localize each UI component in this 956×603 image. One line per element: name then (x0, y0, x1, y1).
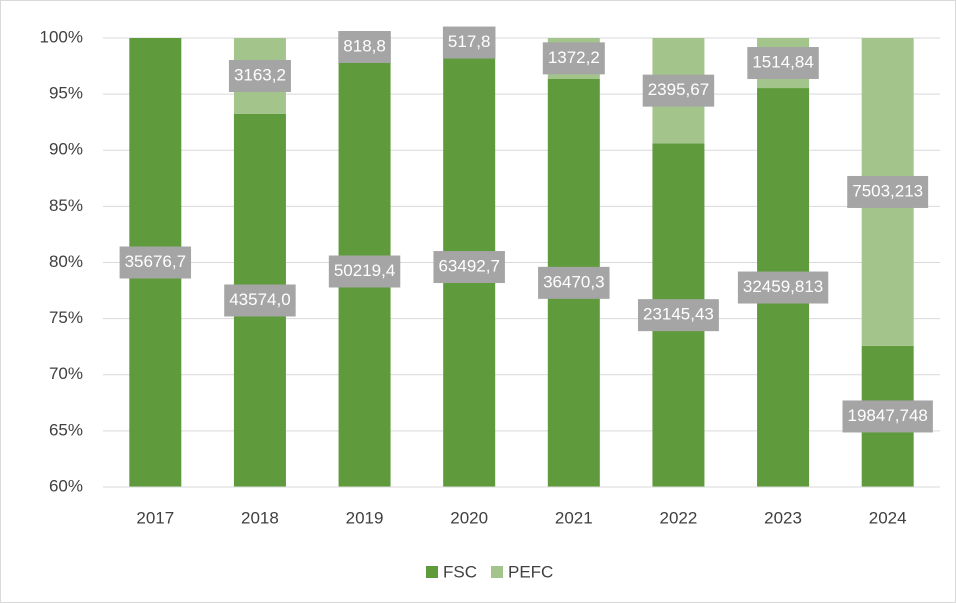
data-label-text: 32459,813 (743, 277, 823, 296)
data-label-text: 63492,7 (438, 257, 499, 276)
x-tick-label: 2024 (869, 508, 907, 527)
legend-swatch (491, 566, 503, 578)
data-label: 43574,0 (224, 284, 296, 317)
data-label-text: 35676,7 (125, 252, 186, 271)
data-label: 1514,84 (747, 47, 819, 80)
x-tick-label: 2022 (660, 508, 698, 527)
legend-label: FSC (443, 562, 477, 581)
data-label-bg (433, 251, 505, 284)
data-label-bg (442, 26, 496, 59)
data-label-bg (224, 284, 296, 317)
y-tick-label: 85% (49, 196, 83, 215)
data-label: 7503,213 (847, 175, 929, 208)
y-tick-label: 95% (49, 84, 83, 103)
legend-swatch (426, 566, 438, 578)
data-label-bg (842, 400, 933, 433)
data-label-text: 2395,67 (648, 80, 709, 99)
data-label-bg (538, 266, 610, 299)
data-label: 32459,813 (737, 271, 829, 304)
data-label-text: 818,8 (343, 36, 386, 55)
data-label-text: 3163,2 (234, 65, 286, 84)
data-label: 3163,2 (228, 59, 291, 92)
data-label-text: 23145,43 (643, 305, 714, 324)
data-label-text: 1372,2 (548, 48, 600, 67)
y-tick-label: 100% (40, 27, 83, 46)
data-label: 50219,4 (328, 255, 401, 288)
x-tick-label: 2020 (450, 508, 488, 527)
data-label: 818,8 (338, 31, 391, 64)
x-tick-label: 2021 (555, 508, 593, 527)
x-tick-label: 2023 (764, 508, 802, 527)
data-label-bg (642, 74, 715, 107)
data-label-bg (228, 59, 291, 92)
data-label-text: 43574,0 (229, 290, 290, 309)
data-label: 19847,748 (842, 400, 933, 433)
data-label: 1372,2 (542, 42, 605, 75)
data-label-text: 7503,213 (852, 181, 923, 200)
data-label-bg (338, 31, 391, 64)
data-label: 63492,7 (433, 251, 505, 284)
y-tick-label: 60% (49, 476, 83, 495)
data-label: 517,8 (442, 26, 496, 59)
data-label: 2395,67 (642, 74, 715, 107)
data-label-text: 1514,84 (752, 53, 813, 72)
legend-label: PEFC (508, 562, 553, 581)
x-tick-label: 2018 (241, 508, 279, 527)
data-label-text: 36470,3 (543, 272, 604, 291)
x-tick-label: 2019 (346, 508, 384, 527)
y-tick-label: 90% (49, 140, 83, 159)
y-tick-label: 80% (49, 252, 83, 271)
data-label-text: 517,8 (448, 32, 491, 51)
data-label-bg (542, 42, 605, 75)
data-label-bg (737, 271, 829, 304)
data-label-bg (328, 255, 401, 288)
data-label-bg (747, 47, 819, 80)
y-tick-label: 70% (49, 364, 83, 383)
data-label: 23145,43 (637, 299, 719, 332)
y-tick-label: 75% (49, 308, 83, 327)
data-label-bg (637, 299, 719, 332)
data-label: 35676,7 (119, 246, 192, 279)
data-label: 36470,3 (538, 266, 610, 299)
data-label-text: 19847,748 (848, 406, 928, 425)
data-label-text: 50219,4 (334, 261, 395, 280)
y-tick-label: 65% (49, 420, 83, 439)
data-label-bg (119, 246, 192, 279)
x-tick-label: 2017 (136, 508, 174, 527)
data-label-bg (847, 175, 929, 208)
